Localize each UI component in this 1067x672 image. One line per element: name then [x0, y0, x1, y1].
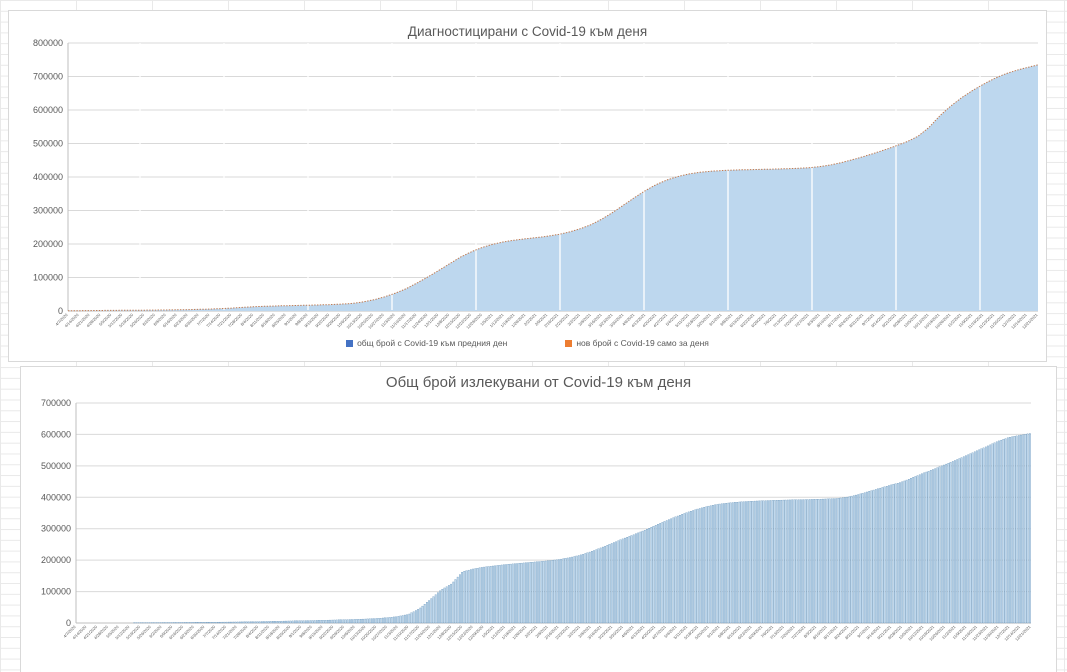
new-cases-edge-series	[68, 64, 1039, 312]
recovered-plot: 0 100000 200000 300000 400000 500000 600000 700…	[41, 398, 1032, 642]
chart-title-diagnosed: Диагностицирани с Covid-19 към деня	[407, 24, 648, 39]
svg-text:200000: 200000	[33, 239, 63, 249]
svg-text:500000: 500000	[33, 139, 63, 149]
svg-text:500000: 500000	[41, 461, 71, 471]
svg-text:0: 0	[66, 618, 71, 628]
svg-text:400000: 400000	[41, 492, 71, 502]
svg-text:600000: 600000	[41, 429, 71, 439]
gridlines	[67, 42, 1038, 312]
svg-text:700000: 700000	[33, 72, 63, 82]
vertical-white-gridlines	[139, 43, 981, 310]
svg-text:200000: 200000	[41, 555, 71, 565]
y-axis-labels: 0 100000 200000 300000 400000 500000 600000 700…	[33, 38, 63, 316]
svg-text:100000: 100000	[41, 587, 71, 597]
y-axis-labels: 0 100000 200000 300000 400000 500000 600000 700…	[41, 398, 71, 628]
diagnosed-plot: 0 100000 200000 300000 400000 500000 600000 700…	[33, 38, 1039, 330]
svg-text:300000: 300000	[41, 524, 71, 534]
legend-label-total: общ брой с Covid-19 към предния ден	[357, 338, 508, 348]
legend-item-total: общ брой с Covid-19 към предния ден	[346, 338, 507, 348]
svg-text:600000: 600000	[33, 105, 63, 115]
gridlines	[75, 402, 1031, 624]
chart-legend: общ брой с Covid-19 към предния ден нов …	[9, 338, 1046, 348]
x-axis-labels: 4/7/20204/14/20204/21/20204/28/20205/5/2…	[62, 624, 1032, 642]
area-series	[68, 64, 1038, 311]
chart-recovered: 0 100000 200000 300000 400000 500000 600000 700…	[20, 366, 1057, 672]
chart-diagnosed: 0 100000 200000 300000 400000 500000 600000 700…	[8, 10, 1047, 362]
svg-text:700000: 700000	[41, 398, 71, 408]
legend-item-new: нов брой с Covid-19 само за деня	[565, 338, 709, 348]
svg-text:100000: 100000	[33, 273, 63, 283]
chart-title-recovered: Общ брой излекувани от Covid-19 към деня	[385, 374, 692, 391]
svg-text:0: 0	[58, 306, 63, 316]
x-axis-labels: 4/7/20204/14/20204/21/20204/28/20205/5/2…	[54, 312, 1039, 330]
svg-text:800000: 800000	[33, 38, 63, 48]
legend-swatch-new-icon	[565, 339, 573, 347]
legend-label-new: нов брой с Covid-19 само за деня	[576, 338, 709, 348]
svg-text:400000: 400000	[33, 172, 63, 182]
legend-swatch-total-icon	[346, 339, 354, 347]
bar-series	[133, 433, 1031, 624]
svg-text:300000: 300000	[33, 206, 63, 216]
